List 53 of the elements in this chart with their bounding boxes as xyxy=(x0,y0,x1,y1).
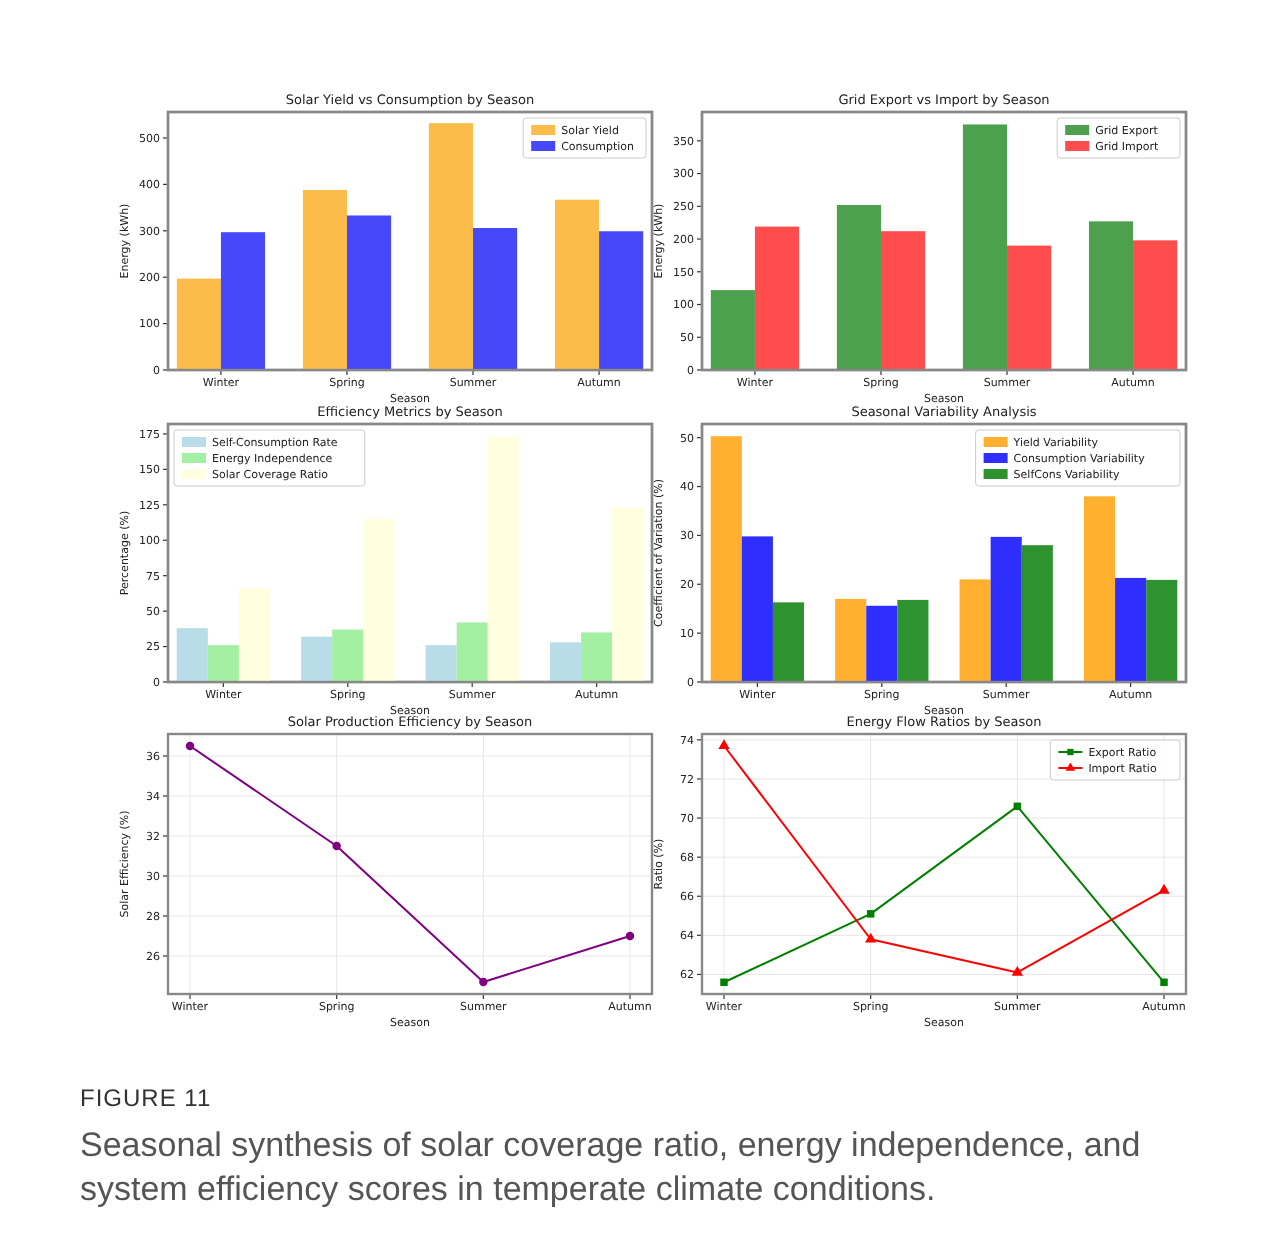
point xyxy=(866,910,875,918)
point xyxy=(1160,978,1168,987)
bar xyxy=(487,436,519,682)
bar xyxy=(176,628,208,682)
point xyxy=(1011,965,1024,976)
bar xyxy=(1088,221,1134,370)
bar xyxy=(866,605,898,682)
bar xyxy=(836,204,881,370)
bar xyxy=(741,536,773,682)
bar xyxy=(1146,579,1178,682)
bar xyxy=(962,124,1008,370)
bar xyxy=(456,622,488,682)
point xyxy=(718,739,730,750)
bar xyxy=(549,642,582,682)
bar xyxy=(1083,496,1116,682)
bar xyxy=(473,228,518,370)
bar xyxy=(612,507,644,682)
bar xyxy=(754,226,800,370)
bar xyxy=(428,123,474,370)
bar xyxy=(772,602,805,682)
bar xyxy=(1115,577,1147,682)
point xyxy=(185,741,195,751)
bar xyxy=(1007,245,1052,370)
point xyxy=(864,932,877,943)
bar xyxy=(302,189,347,370)
bar xyxy=(581,632,613,682)
point xyxy=(332,841,341,851)
point xyxy=(479,977,488,987)
bar xyxy=(1021,545,1053,682)
text: FIGURE 11 xyxy=(80,1084,212,1112)
bar xyxy=(599,231,644,370)
point xyxy=(1158,883,1170,894)
bar xyxy=(554,199,600,370)
bar xyxy=(990,536,1022,682)
point xyxy=(720,978,728,987)
bar xyxy=(176,278,221,370)
bar xyxy=(835,598,867,682)
bar xyxy=(238,588,271,682)
bar xyxy=(425,645,457,682)
text: Seasonal synthesis of solar coverage ratio, energy independence, and system efficiency scores in temperate climate conditions. xyxy=(80,1126,1141,1208)
bar xyxy=(959,579,991,682)
bar xyxy=(332,629,364,682)
bar xyxy=(220,232,266,370)
bar xyxy=(880,231,926,370)
bar xyxy=(207,645,239,682)
bar xyxy=(897,599,929,682)
bar xyxy=(363,518,395,682)
bar xyxy=(301,636,333,682)
point xyxy=(625,931,635,941)
bar xyxy=(1133,240,1178,370)
bar xyxy=(346,215,392,370)
bar xyxy=(710,290,755,370)
bar xyxy=(710,436,742,682)
